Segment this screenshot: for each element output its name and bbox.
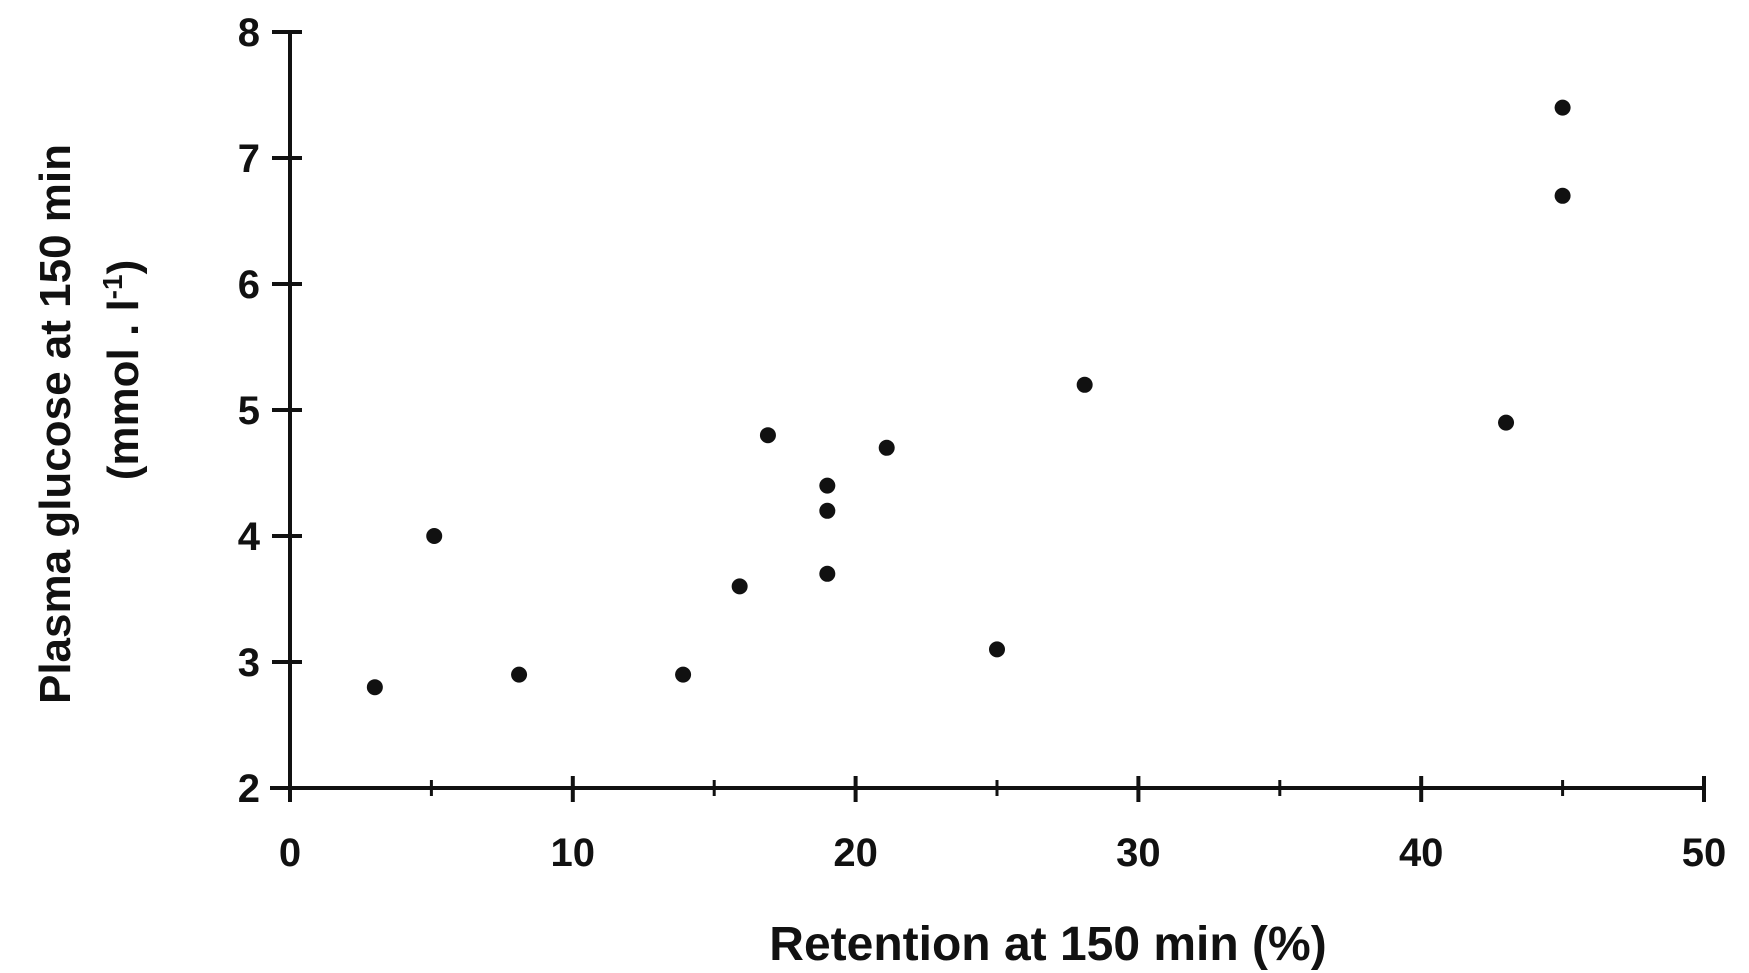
y-tick-label: 7 (238, 137, 260, 181)
data-point (819, 565, 836, 582)
data-point (878, 439, 895, 456)
y-axis-ticks: 2 3 4 5 6 7 8 (238, 11, 302, 811)
y-axis-title-close: ) (99, 260, 148, 275)
data-point (366, 679, 383, 696)
data-point (1554, 187, 1571, 204)
y-tick-label: 5 (238, 389, 260, 433)
y-tick-label: 6 (238, 263, 260, 307)
y-tick-label: 4 (238, 515, 261, 559)
data-point (819, 502, 836, 519)
data-point (675, 666, 692, 683)
x-tick-label: 10 (551, 831, 596, 875)
x-tick-label: 0 (279, 831, 301, 875)
y-axis-title: Plasma glucose at 150 min (mmol . l-1) (31, 144, 148, 704)
x-tick-label: 30 (1116, 831, 1161, 875)
y-tick-label: 3 (238, 641, 260, 685)
x-tick-label: 40 (1399, 831, 1444, 875)
data-point (819, 477, 836, 494)
x-tick-label: 20 (833, 831, 878, 875)
data-point (1498, 414, 1515, 431)
data-point (511, 666, 528, 683)
x-axis-title: Retention at 150 min (%) (769, 918, 1326, 971)
y-axis-title-superscript: -1 (97, 274, 128, 299)
data-point (731, 578, 748, 595)
data-point (1076, 376, 1093, 393)
axes (270, 30, 1706, 802)
data-points (366, 99, 1571, 696)
x-tick-label: 50 (1682, 831, 1727, 875)
x-axis-ticks: 0 10 20 30 40 50 (279, 776, 1726, 875)
y-tick-label: 2 (238, 767, 260, 811)
data-point (1554, 99, 1571, 116)
y-axis-title-line2: (mmol . l-1) (97, 260, 148, 480)
data-point (426, 528, 443, 544)
y-axis-title-line1: Plasma glucose at 150 min (31, 144, 80, 704)
y-tick-label: 8 (238, 11, 260, 55)
y-axis-title-unit: (mmol . l (99, 299, 148, 480)
data-point (759, 427, 776, 444)
data-point (989, 641, 1005, 658)
